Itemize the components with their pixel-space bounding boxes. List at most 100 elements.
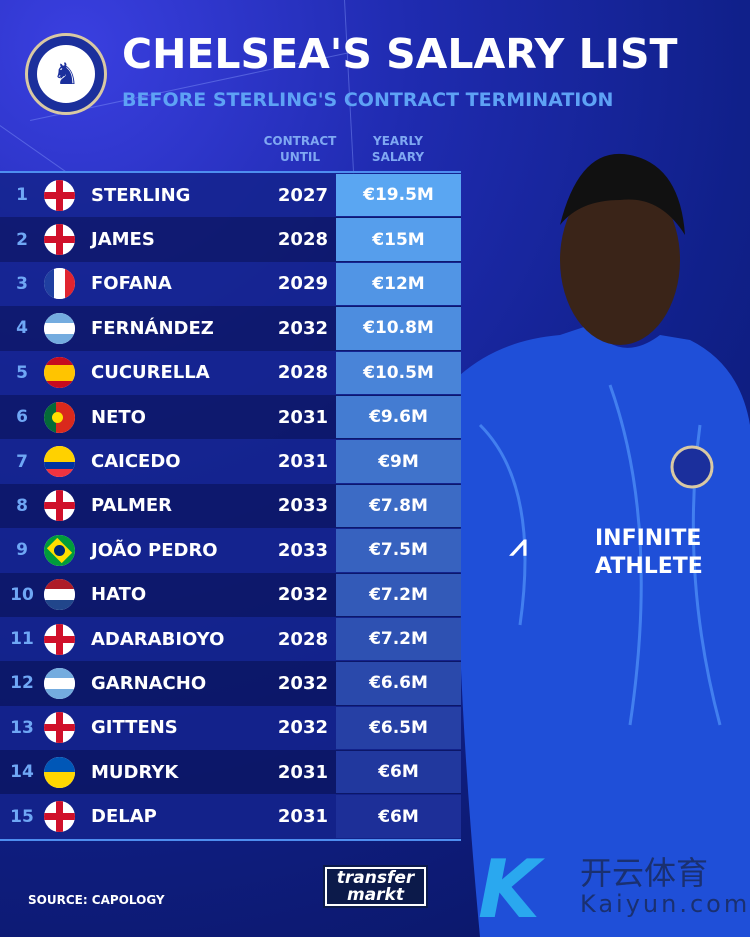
svg-text:ATHLETE: ATHLETE	[595, 554, 703, 579]
yearly-salary: €7.8M	[336, 484, 461, 528]
flag-england-icon	[44, 179, 75, 211]
rank: 11	[10, 629, 34, 650]
contract-until: 2032	[277, 584, 328, 606]
page-title: CHELSEA'S SALARY LIST	[122, 30, 678, 78]
player-name: GARNACHO	[91, 672, 207, 694]
flag-england-icon	[44, 224, 75, 256]
player-name: DELAP	[91, 806, 157, 828]
page-subtitle: BEFORE STERLING'S CONTRACT TERMINATION	[122, 89, 614, 111]
flag-spain-icon	[44, 357, 75, 389]
rank: 9	[16, 540, 28, 561]
player-name: MUDRYK	[91, 761, 179, 783]
contract-until: 2027	[277, 184, 328, 206]
table-row: 2 JAMES 2028 €15M	[0, 217, 461, 262]
rank: 5	[16, 362, 28, 383]
yearly-salary: €7.5M	[336, 529, 461, 572]
table-row: 13 GITTENS 2032 €6.5M	[0, 705, 461, 751]
table-row: 10 HATO 2032 €7.2M	[0, 572, 461, 617]
rank: 7	[16, 451, 28, 472]
player-name: JAMES	[91, 229, 155, 251]
rank: 6	[16, 407, 28, 428]
table-row: 15 DELAP 2031 €6M	[0, 794, 461, 839]
flag-portugal-icon	[44, 401, 75, 433]
contract-until: 2032	[277, 717, 328, 739]
flag-argentina-icon	[44, 667, 75, 699]
yearly-salary: €6.6M	[336, 662, 461, 705]
rank: 4	[16, 318, 28, 339]
contract-until: 2031	[277, 806, 328, 828]
flag-england-icon	[44, 712, 75, 744]
column-header-salary: YEARLY SALARY	[371, 134, 425, 164]
yearly-salary: €10.8M	[336, 307, 461, 350]
watermark: K 开云体育 Kaiyun.com	[478, 843, 750, 936]
table-row: 6 NETO 2031 €9.6M	[0, 394, 461, 440]
yearly-salary: €12M	[336, 262, 461, 306]
player-photo: ⩘ INFINITE ATHLETE	[460, 153, 750, 937]
yearly-salary: €6M	[336, 795, 461, 838]
column-header-contract: CONTRACT UNTIL	[263, 134, 337, 164]
rank: 14	[10, 762, 34, 783]
table-row: 3 FOFANA 2029 €12M	[0, 261, 461, 307]
table-row: 5 CUCURELLA 2028 €10.5M	[0, 350, 461, 395]
contract-until: 2028	[277, 229, 328, 251]
table-row: 11 ADARABIOYO 2028 €7.2M	[0, 616, 461, 662]
svg-text:⩘: ⩘	[509, 528, 527, 563]
rank: 15	[10, 806, 34, 827]
contract-until: 2028	[277, 628, 328, 650]
contract-until: 2031	[277, 761, 328, 783]
rank: 8	[16, 495, 28, 516]
player-name: NETO	[91, 406, 146, 428]
rank: 1	[16, 185, 28, 206]
chelsea-crest-logo: ♞	[25, 33, 107, 115]
yearly-salary: €7.2M	[336, 573, 461, 616]
player-name: PALMER	[91, 495, 173, 517]
player-name: CAICEDO	[91, 451, 181, 473]
table-row: 14 MUDRYK 2031 €6M	[0, 750, 461, 795]
flag-england-icon	[44, 801, 75, 833]
rank: 12	[10, 673, 34, 694]
player-name: GITTENS	[91, 717, 178, 739]
contract-until: 2032	[277, 672, 328, 694]
player-name: STERLING	[91, 184, 191, 206]
flag-argentina-icon	[44, 312, 75, 344]
transfermarkt-logo: transfer markt	[323, 865, 428, 908]
player-name: JOÃO PEDRO	[91, 539, 218, 561]
table-row: 4 FERNÁNDEZ 2032 €10.8M	[0, 306, 461, 351]
rank: 2	[16, 229, 28, 250]
yearly-salary: €19.5M	[336, 174, 461, 217]
flag-brazil-icon	[44, 534, 75, 566]
source-label: SOURCE: CAPOLOGY	[28, 893, 165, 907]
yearly-salary: €15M	[336, 218, 461, 261]
yearly-salary: €9M	[336, 440, 461, 483]
rank: 3	[16, 273, 28, 294]
yearly-salary: €6.5M	[336, 706, 461, 750]
yearly-salary: €7.2M	[336, 617, 461, 661]
contract-until: 2031	[277, 406, 328, 428]
contract-until: 2033	[277, 539, 328, 561]
contract-until: 2033	[277, 495, 328, 517]
yearly-salary: €9.6M	[336, 395, 461, 439]
flag-netherlands-icon	[44, 579, 75, 611]
yearly-salary: €10.5M	[336, 351, 461, 394]
contract-until: 2032	[277, 317, 328, 339]
yearly-salary: €6M	[336, 751, 461, 794]
flag-england-icon	[44, 490, 75, 522]
table-row: 8 PALMER 2033 €7.8M	[0, 483, 461, 529]
player-name: HATO	[91, 584, 147, 606]
player-name: CUCURELLA	[91, 362, 210, 384]
flag-england-icon	[44, 623, 75, 655]
rank: 10	[10, 584, 34, 605]
player-name: FERNÁNDEZ	[91, 317, 214, 339]
contract-until: 2028	[277, 362, 328, 384]
player-name: FOFANA	[91, 273, 172, 295]
salary-table: 1 STERLING 2027 €19.5M 2 JAMES 2028 €15M 3…	[0, 171, 461, 841]
flag-ecuador-icon	[44, 446, 75, 478]
table-row: 1 STERLING 2027 €19.5M	[0, 173, 461, 218]
contract-until: 2031	[277, 451, 328, 473]
flag-france-icon	[44, 268, 75, 300]
player-name: ADARABIOYO	[91, 628, 225, 650]
table-row: 12 GARNACHO 2032 €6.6M	[0, 661, 461, 706]
svg-text:INFINITE: INFINITE	[595, 526, 701, 551]
lion-icon: ♞	[37, 45, 95, 103]
table-row: 7 CAICEDO 2031 €9M	[0, 439, 461, 484]
